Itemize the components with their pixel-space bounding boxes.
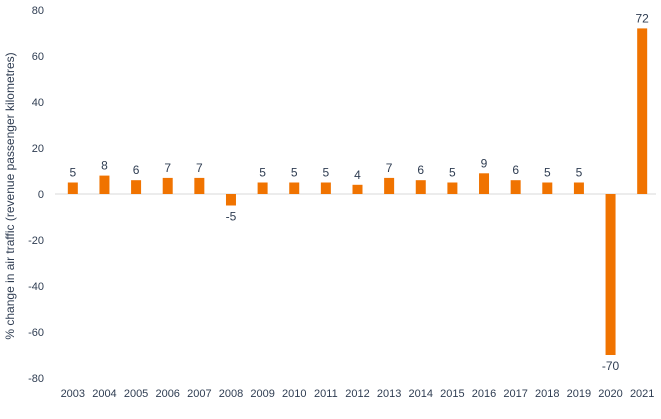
data-label-2012: 4 (354, 168, 361, 182)
data-label-2004: 8 (101, 159, 108, 173)
y-tick-label: 60 (32, 51, 44, 63)
y-axis-ticks: 80 60 40 20 0 -20 -40 -60 -80 (28, 5, 44, 385)
bar-2015 (447, 182, 458, 194)
data-label-2007: 7 (196, 161, 203, 175)
bar-2009 (257, 182, 268, 194)
data-label-2006: 7 (164, 161, 171, 175)
y-axis-title: % change in air traffic (revenue passeng… (3, 52, 17, 339)
bar-2006 (162, 177, 173, 194)
y-tick-label: 40 (32, 97, 44, 109)
data-label-2013: 7 (386, 161, 393, 175)
bar-2019 (573, 182, 584, 194)
bar-2008 (225, 194, 236, 206)
data-label-2019: 5 (576, 166, 583, 180)
bar-2021 (637, 28, 648, 195)
bar-2020 (605, 194, 616, 355)
y-tick-label: -20 (28, 235, 44, 247)
x-tick-label: 2009 (250, 388, 274, 400)
data-label-2015: 5 (449, 166, 456, 180)
bar-2005 (131, 180, 142, 194)
x-tick-label: 2017 (503, 388, 527, 400)
data-label-2016: 9 (481, 156, 488, 170)
x-tick-label: 2021 (630, 388, 654, 400)
bar-2004 (99, 175, 110, 194)
data-label-2010: 5 (291, 166, 298, 180)
y-tick-label: -60 (28, 327, 44, 339)
x-tick-label: 2020 (598, 388, 622, 400)
bar-2003 (67, 182, 78, 194)
x-tick-label: 2018 (535, 388, 559, 400)
x-tick-label: 2014 (409, 388, 433, 400)
data-label-2011: 5 (323, 166, 330, 180)
bar-2018 (542, 182, 553, 194)
x-tick-label: 2013 (377, 388, 401, 400)
x-tick-label: 2011 (314, 388, 338, 400)
x-tick-label: 2016 (472, 388, 496, 400)
data-label-2009: 5 (259, 166, 266, 180)
x-tick-label: 2007 (187, 388, 211, 400)
data-label-2017: 6 (512, 163, 519, 177)
bar-2010 (289, 182, 300, 194)
bar-2011 (320, 182, 331, 194)
data-label-2008: -5 (226, 210, 237, 224)
x-tick-label: 2019 (567, 388, 591, 400)
y-tick-label: 0 (38, 189, 44, 201)
y-tick-label: 20 (32, 143, 44, 155)
data-label-2005: 6 (133, 163, 140, 177)
x-tick-label: 2008 (219, 388, 243, 400)
x-axis-ticks: 2003 2004 2005 2006 2007 2008 2009 2010 2011 2012… (61, 388, 655, 400)
bar-2007 (194, 177, 205, 194)
data-labels: 5 8 6 7 7 -5 5 5 5 4 7 6 5 9 6 5 5 -70 72 (69, 11, 649, 373)
bar-2014 (415, 180, 426, 194)
data-label-2020: -70 (602, 359, 620, 373)
x-tick-label: 2006 (155, 388, 179, 400)
plot-area (55, 28, 656, 355)
x-tick-label: 2012 (345, 388, 369, 400)
data-label-2018: 5 (544, 166, 551, 180)
bar-2016 (479, 173, 490, 194)
x-tick-label: 2015 (440, 388, 464, 400)
data-label-2003: 5 (69, 166, 76, 180)
x-tick-label: 2010 (282, 388, 306, 400)
data-label-2014: 6 (417, 163, 424, 177)
bar-2013 (384, 177, 395, 194)
y-tick-label: 80 (32, 5, 44, 17)
x-tick-label: 2003 (61, 388, 85, 400)
y-tick-label: -40 (28, 281, 44, 293)
y-tick-label: -80 (28, 373, 44, 385)
x-tick-label: 2004 (92, 388, 116, 400)
x-tick-label: 2005 (124, 388, 148, 400)
data-label-2021: 72 (636, 11, 650, 25)
bar-2017 (510, 180, 521, 194)
bar-2012 (352, 184, 363, 194)
